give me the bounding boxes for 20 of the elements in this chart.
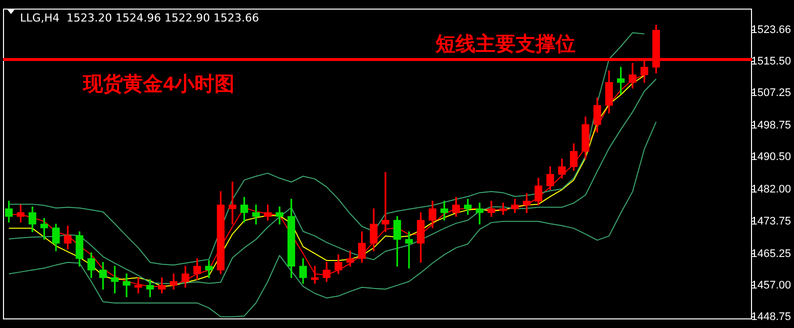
ref-line-label: 短线主要支撑位 [434,32,576,56]
y-tick-label: 1498.75 [751,120,791,132]
y-tick-label: 1482.00 [751,184,791,196]
candlestick [276,206,284,224]
y-tick-label: 1523.66 [751,24,791,36]
candlestick [122,274,130,298]
y-tick-label: 1507.25 [751,87,791,100]
y-tick-label: 1465.25 [751,248,791,260]
y-tick-label: 1515.50 [751,55,791,68]
y-tick-label: 1457.00 [751,279,791,292]
candlestick [228,182,236,224]
candlestick [382,172,390,232]
y-tick-label: 1473.75 [751,215,791,228]
y-tick-label: 1490.50 [751,151,791,164]
candlestick [205,260,213,278]
chart-title: LLG,H4 1523.20 1524.96 1522.90 1523.66 [20,11,259,24]
candlestick [405,231,413,268]
y-tick-label: 1448.75 [751,310,791,323]
annotation: 现货黄金4小时图 [82,73,234,96]
candlestick [252,204,260,224]
